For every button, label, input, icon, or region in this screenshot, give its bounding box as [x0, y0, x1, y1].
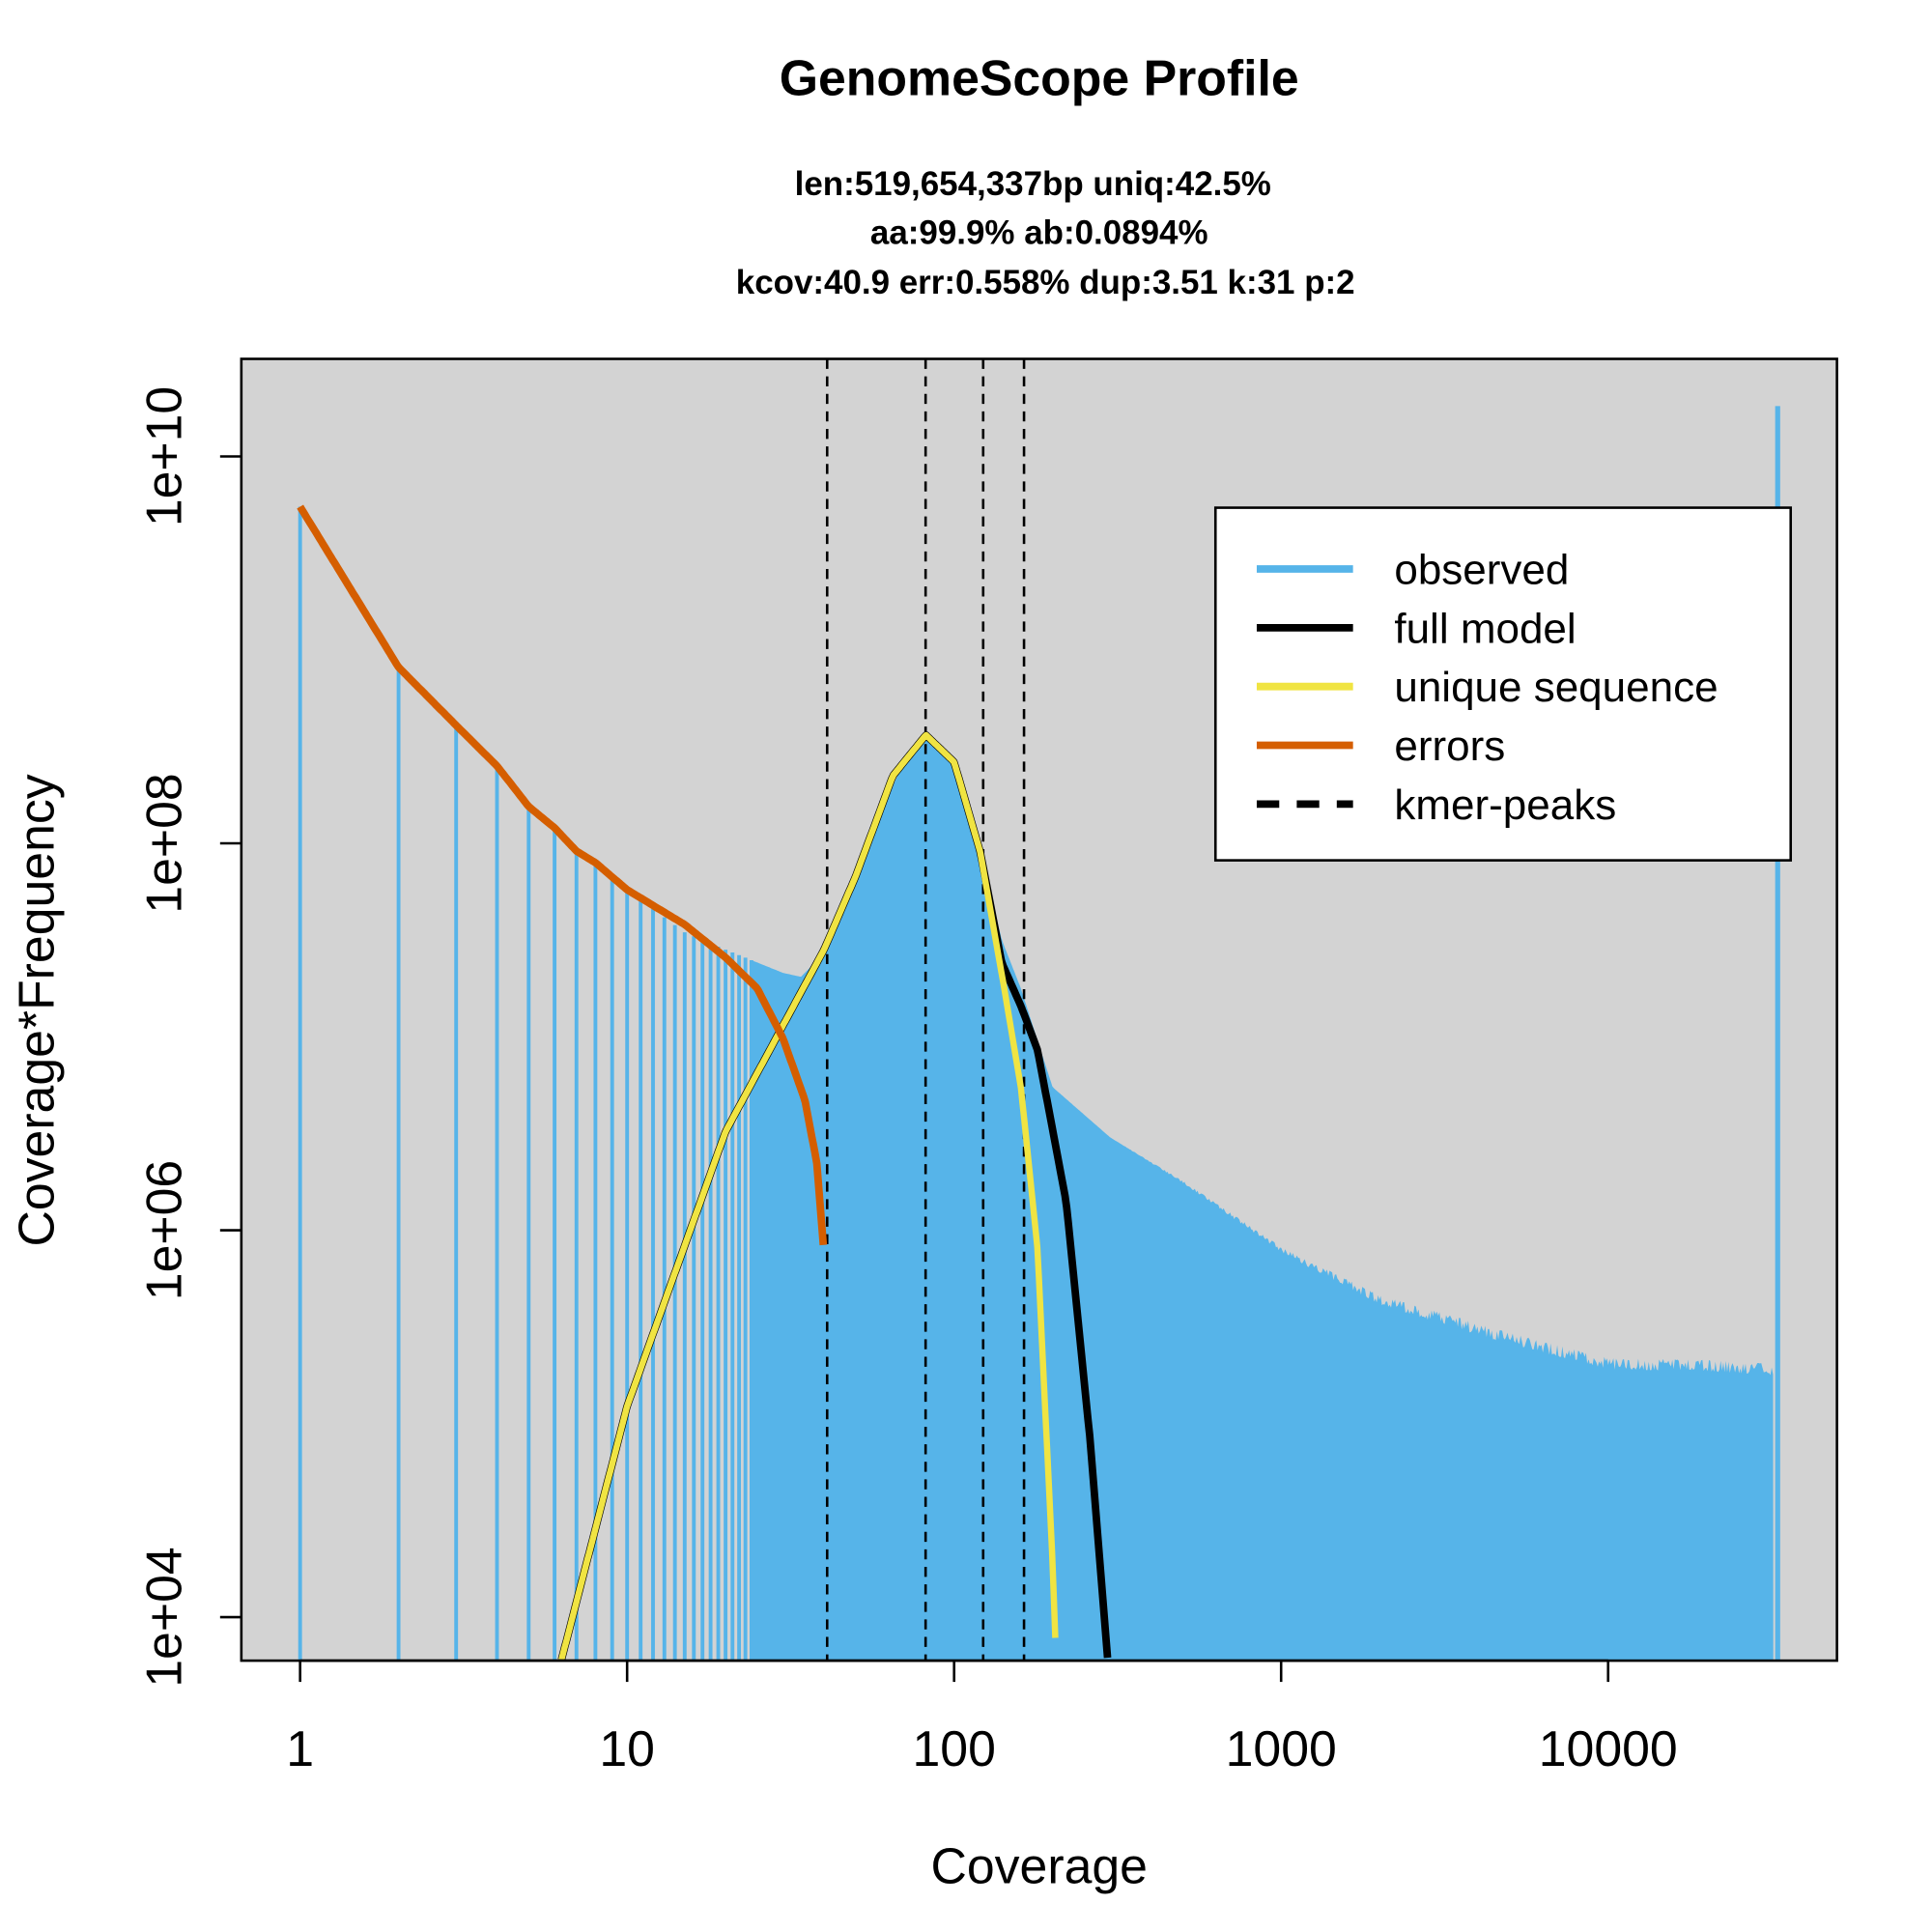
- legend-label: unique sequence: [1394, 664, 1718, 711]
- unique-sequence-line: [558, 731, 1059, 1661]
- y-axis-label: Coverage*Frequency: [9, 774, 65, 1246]
- y-tick-label: 1e+06: [136, 1160, 192, 1300]
- chart-title: GenomeScope Profile: [780, 49, 1299, 105]
- subtitle-line-3: kcov:40.9 err:0.558% dup:3.51 k:31 p:2: [736, 264, 1355, 301]
- x-tick-label: 1: [286, 1720, 314, 1776]
- x-tick-label: 10000: [1539, 1720, 1678, 1776]
- x-tick-label: 100: [913, 1720, 996, 1776]
- legend-label: errors: [1394, 723, 1505, 770]
- y-tick-label: 1e+10: [136, 386, 192, 526]
- subtitle-line-1: len:519,654,337bp uniq:42.5%: [795, 165, 1271, 203]
- y-tick-label: 1e+08: [136, 773, 192, 913]
- legend-label: kmer-peaks: [1394, 781, 1616, 829]
- x-tick-label: 1000: [1226, 1720, 1337, 1776]
- x-tick-label: 10: [599, 1720, 655, 1776]
- x-axis-label: Coverage: [931, 1838, 1148, 1894]
- legend-label: observed: [1394, 547, 1569, 594]
- legend-label: full model: [1394, 605, 1576, 652]
- subtitle-line-2: aa:99.9% ab:0.0894%: [870, 213, 1208, 251]
- errors-line: [297, 504, 828, 1246]
- legend: observed full model unique sequence errors k…: [1213, 506, 1793, 862]
- y-axis: 1e+04 1e+06 1e+08 1e+10: [136, 386, 242, 1688]
- y-tick-label: 1e+04: [136, 1547, 192, 1687]
- x-axis: 1 10 100 1000 10000: [286, 1659, 1678, 1776]
